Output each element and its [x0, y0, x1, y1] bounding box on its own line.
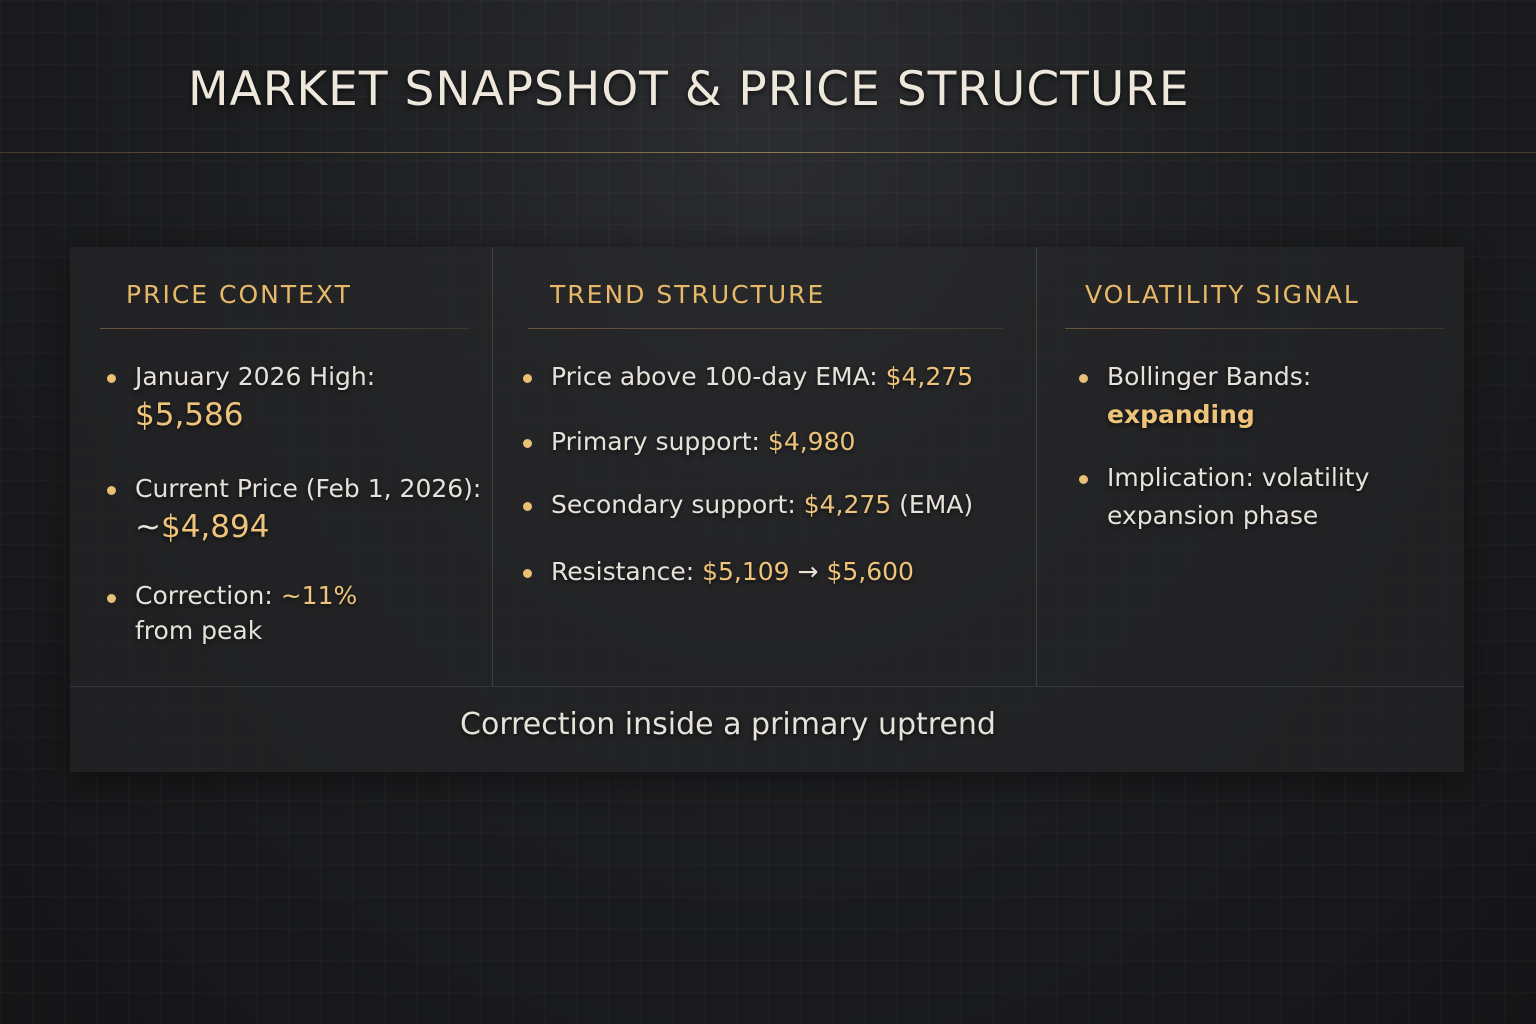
item-suffix: (EMA): [899, 490, 974, 519]
item-label: Price above 100-day EMA:: [551, 362, 878, 391]
list-item: Resistance: $5,109 → $5,600: [521, 553, 1041, 591]
item-prefix: ~: [135, 509, 161, 545]
column-heading: PRICE CONTEXT: [126, 280, 352, 309]
list-item: Implication: volatility expansion phase: [1077, 459, 1437, 535]
bullet-icon: [523, 569, 532, 578]
item-label: Implication: volatility expansion phase: [1107, 463, 1370, 530]
bullet-icon: [523, 502, 532, 511]
bullet-icon: [523, 439, 532, 448]
item-label: Bollinger Bands:: [1107, 362, 1312, 391]
item-label: Primary support:: [551, 427, 760, 456]
column-divider: [492, 247, 493, 686]
item-value: expanding: [1107, 400, 1255, 429]
item-label: Current Price (Feb 1, 2026):: [135, 474, 482, 503]
list-item: Price above 100-day EMA: $4,275: [521, 358, 1041, 396]
snapshot-panel: PRICE CONTEXT January 2026 High: $5,586 …: [70, 247, 1464, 772]
heading-underline: [100, 328, 470, 329]
item-value: $5,600: [826, 557, 914, 586]
title-divider: [0, 152, 1536, 153]
bullet-icon: [107, 486, 116, 495]
bullet-icon: [107, 374, 116, 383]
item-value: $4,275: [803, 490, 892, 519]
volatility-signal-column: VOLATILITY SIGNAL Bollinger Bands: expan…: [1037, 247, 1464, 686]
item-value: $4,275: [885, 362, 974, 391]
heading-underline: [528, 328, 1003, 329]
page-title: MARKET SNAPSHOT & PRICE STRUCTURE: [188, 62, 1190, 117]
price-context-column: PRICE CONTEXT January 2026 High: $5,586 …: [70, 247, 492, 686]
bullet-icon: [1079, 475, 1088, 484]
arrow-right-icon: →: [797, 557, 819, 586]
list-item: Correction: ~11% from peak: [105, 578, 495, 648]
list-item: Primary support: $4,980: [521, 423, 1041, 461]
list-item: January 2026 High: $5,586: [105, 358, 495, 436]
footer-divider: [70, 686, 1464, 687]
bullet-icon: [523, 374, 532, 383]
bullet-icon: [1079, 374, 1088, 383]
heading-underline: [1065, 328, 1445, 329]
list-item: Current Price (Feb 1, 2026): ~$4,894: [105, 470, 495, 548]
item-value: $5,586: [135, 397, 244, 433]
list-item: Bollinger Bands: expanding: [1077, 358, 1437, 434]
volatility-signal-list: Bollinger Bands: expanding Implication: …: [1077, 358, 1437, 535]
trend-structure-column: TREND STRUCTURE Price above 100-day EMA:…: [493, 247, 1036, 686]
item-suffix: from peak: [135, 616, 263, 645]
item-value: $4,980: [767, 427, 856, 456]
item-label: Resistance:: [551, 557, 695, 586]
bullet-icon: [107, 594, 116, 603]
item-value: $4,894: [160, 509, 270, 545]
trend-structure-list: Price above 100-day EMA: $4,275 Primary …: [521, 358, 1041, 591]
price-context-list: January 2026 High: $5,586 Current Price …: [105, 358, 495, 648]
summary-footer: Correction inside a primary uptrend: [460, 707, 996, 742]
item-value: ~11%: [280, 581, 358, 610]
column-divider: [1036, 247, 1037, 686]
item-label: January 2026 High:: [135, 362, 376, 391]
item-label: Secondary support:: [551, 490, 796, 519]
list-item: Secondary support: $4,275 (EMA): [521, 486, 1041, 524]
item-value: $5,109: [702, 557, 790, 586]
item-label: Correction:: [135, 581, 273, 610]
column-heading: VOLATILITY SIGNAL: [1085, 280, 1360, 309]
column-heading: TREND STRUCTURE: [550, 280, 826, 309]
